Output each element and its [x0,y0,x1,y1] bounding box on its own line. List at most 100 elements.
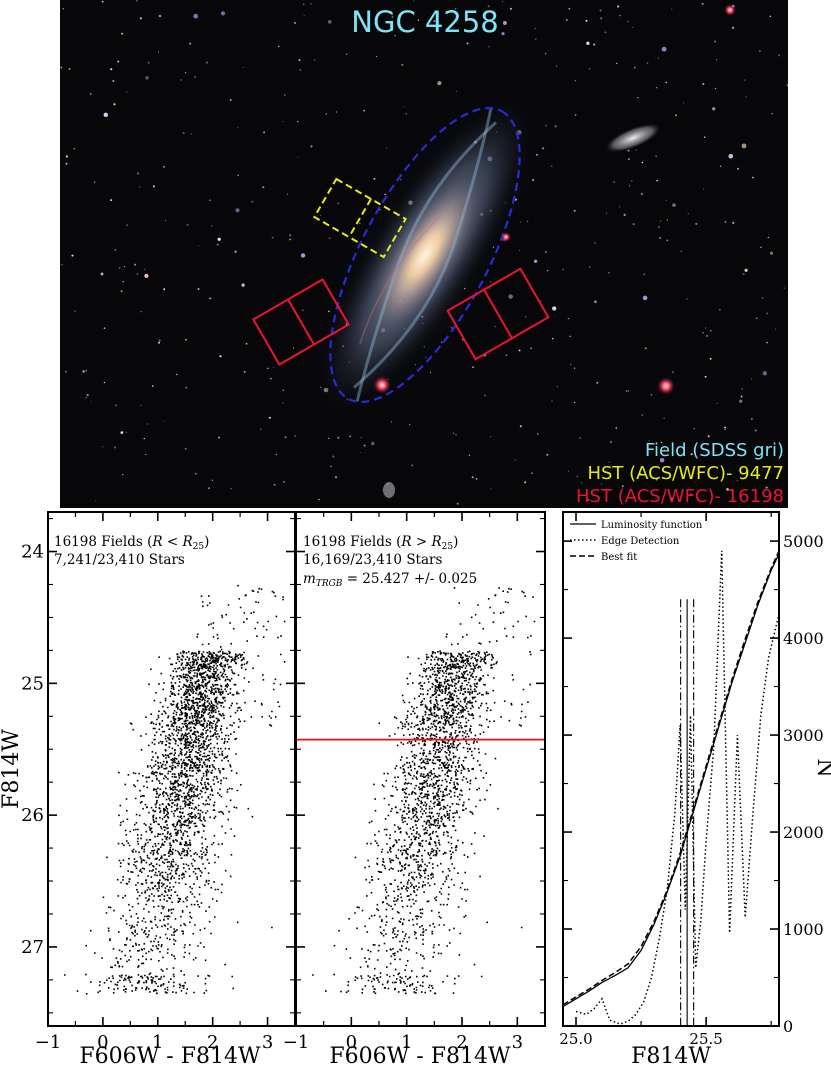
field-star [185,338,187,341]
field-star [164,220,167,222]
field-star [631,26,634,29]
field-star [573,209,576,212]
field-star [617,5,620,8]
field-star [185,72,187,74]
field-star [375,55,377,57]
field-star [648,440,650,442]
bright-star [373,376,391,394]
cmd-inner-title: 16198 Fields (R < R25) [54,534,209,552]
field-star [284,436,287,439]
field-star [113,446,117,449]
field-star [145,76,149,80]
field-star [437,15,439,17]
field-star [86,394,89,397]
field-star [660,441,663,444]
field-star [531,472,533,474]
field-star [273,483,276,486]
field-star [282,121,284,123]
field-star [672,371,674,373]
field-star [144,268,146,270]
field-star [394,34,396,37]
field-star [702,83,705,86]
field-star [126,91,128,93]
field-star [627,158,630,161]
field-star [403,106,405,108]
field-star [114,249,117,251]
field-star [475,478,478,480]
cmd-inner-ylabel: F814W [0,729,24,809]
x-tick-label: 3 [262,1032,273,1053]
field-star [741,143,747,149]
field-star [456,502,459,505]
field-star [332,455,335,458]
cmd-outer-frame [295,511,546,1027]
field-star [101,0,104,3]
field-star [641,414,644,417]
lf-legend-luminosity: Luminosity function [601,520,703,531]
field-star [627,389,630,392]
field-star [61,263,63,266]
r25-ellipse [329,106,521,404]
lf-y-tick-label: 5000 [783,532,824,551]
field-star [741,388,743,390]
field-star [289,238,291,241]
field-star [282,389,285,392]
field-star [190,133,192,135]
lf-legend-edge: Edge Detection [601,536,680,547]
field-star [737,167,740,170]
field-star [85,396,88,399]
field-star [751,418,753,420]
field-star [643,273,646,276]
field-star [60,66,63,69]
hst-16198-footprint-left [251,278,351,366]
field-star [197,245,199,247]
field-star [65,162,68,165]
y-tick-label: 27 [21,937,44,958]
companion-galaxy [604,123,662,153]
field-star [619,14,621,17]
field-star [262,186,265,189]
field-star [176,373,178,376]
field-star [605,212,608,214]
field-star [666,219,668,221]
field-star [659,237,662,239]
field-star [759,50,761,52]
field-star [594,300,597,304]
field-star [65,371,67,373]
legend-hst-9477: HST (ACS/WFC)- 9477 [587,463,784,484]
field-star [158,14,162,18]
cmd-inner-title-sub: 25 [193,542,205,552]
field-star [637,96,639,99]
field-star [186,223,189,226]
field-star [216,243,219,246]
field-star [642,295,648,301]
field-star [728,153,734,159]
field-star [243,370,246,373]
x-tick-label: 1 [152,1032,163,1053]
field-star [245,342,248,345]
field-star [386,147,388,149]
field-star [337,202,340,205]
field-star [588,67,591,70]
field-star [535,38,537,40]
field-star [628,185,631,187]
field-star [546,453,549,456]
field-star [297,121,299,123]
field-star [687,212,689,215]
field-star [623,213,626,216]
cmd-star-points [312,587,536,995]
field-star [310,145,313,148]
field-star [762,371,767,376]
cmd-outer-title-sub: 25 [442,542,454,552]
field-star [117,60,120,63]
field-star [182,132,185,135]
field-star [490,436,492,438]
field-star [534,27,536,30]
field-star [95,500,97,502]
lf-x-tick-label: 25.0 [559,1030,592,1048]
field-star [85,369,87,372]
field-star [639,473,642,475]
field-star [211,479,214,481]
